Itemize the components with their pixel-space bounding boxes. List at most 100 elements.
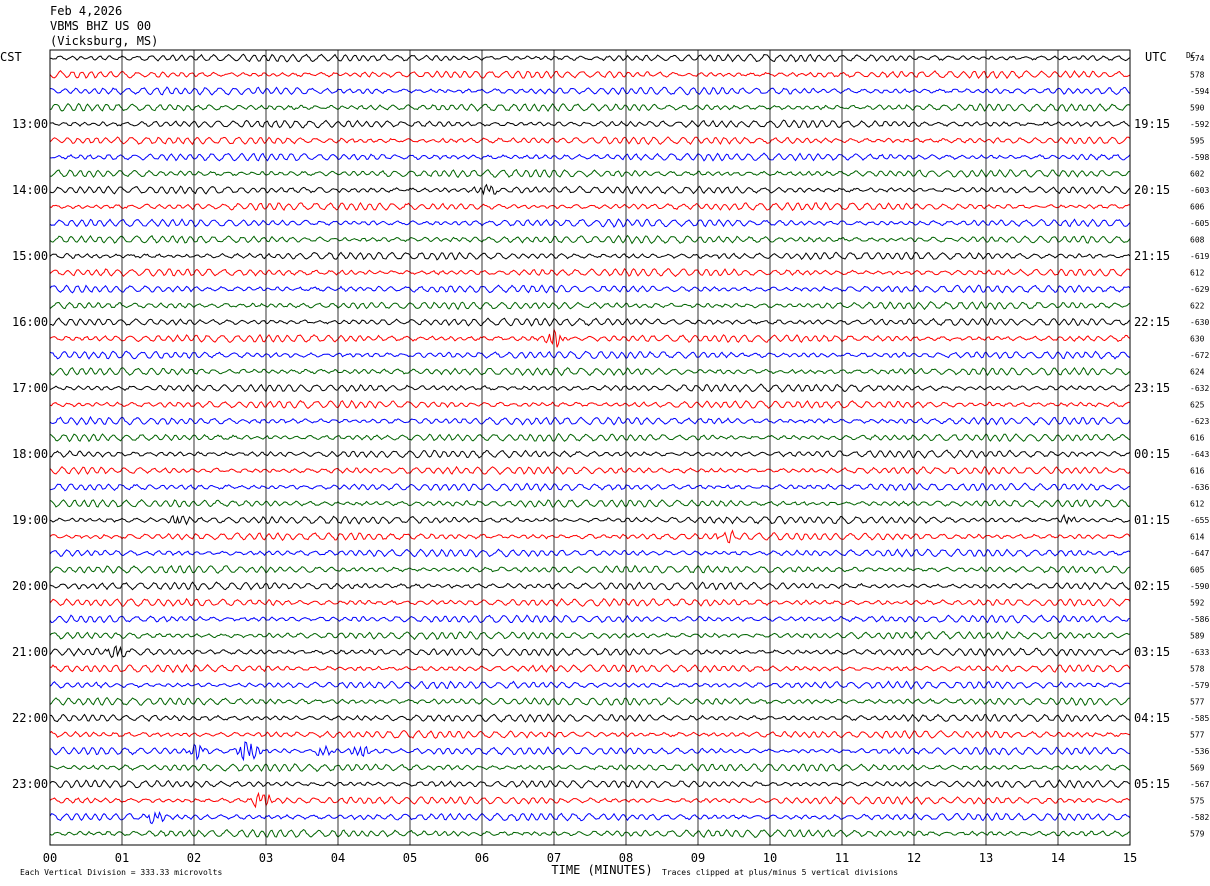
dc-value-label: 575 bbox=[1190, 797, 1205, 806]
header-location: (Vicksburg, MS) bbox=[50, 34, 159, 48]
dc-value-label: -623 bbox=[1190, 417, 1209, 426]
trace-row bbox=[50, 152, 1131, 162]
dc-value-label: 592 bbox=[1190, 599, 1205, 608]
trace-row bbox=[49, 449, 1131, 459]
trace-row bbox=[49, 301, 1131, 311]
cst-hour-label: 17:00 bbox=[12, 381, 48, 395]
trace-row bbox=[49, 680, 1131, 690]
dc-value-label: 614 bbox=[1190, 533, 1205, 542]
trace-row bbox=[49, 136, 1131, 146]
dc-value-label: 579 bbox=[1190, 830, 1205, 839]
dc-value-label: 569 bbox=[1190, 764, 1205, 773]
x-tick-label: 06 bbox=[475, 851, 489, 865]
x-tick-label: 14 bbox=[1051, 851, 1065, 865]
trace-row bbox=[49, 201, 1131, 212]
trace-row bbox=[49, 811, 1131, 825]
x-tick-label: 11 bbox=[835, 851, 849, 865]
trace-row bbox=[49, 696, 1131, 707]
dc-label: DC bbox=[1186, 51, 1196, 60]
trace-row bbox=[49, 327, 1131, 348]
trace-row bbox=[49, 284, 1131, 294]
trace-row bbox=[49, 597, 1131, 607]
trace-row bbox=[49, 513, 1131, 526]
dc-value-label: -647 bbox=[1190, 549, 1209, 558]
trace-row bbox=[50, 86, 1131, 96]
trace-row bbox=[49, 482, 1131, 492]
trace-row bbox=[49, 498, 1131, 508]
x-tick-label: 09 bbox=[691, 851, 705, 865]
x-tick-label: 13 bbox=[979, 851, 993, 865]
utc-hour-label: 02:15 bbox=[1134, 579, 1170, 593]
dc-value-label: -633 bbox=[1190, 648, 1209, 657]
x-tick-label: 04 bbox=[331, 851, 345, 865]
x-tick-label: 10 bbox=[763, 851, 777, 865]
utc-hour-label: 00:15 bbox=[1134, 447, 1170, 461]
dc-value-label: -567 bbox=[1190, 780, 1209, 789]
trace-row bbox=[49, 828, 1131, 838]
dc-value-label: 606 bbox=[1190, 203, 1205, 212]
dc-value-label: -582 bbox=[1190, 813, 1209, 822]
trace-row bbox=[49, 465, 1131, 476]
trace-row bbox=[49, 383, 1131, 393]
dc-value-label: -585 bbox=[1190, 714, 1209, 723]
utc-hour-label: 03:15 bbox=[1134, 645, 1170, 659]
dc-value-label: -598 bbox=[1190, 153, 1209, 162]
trace-row bbox=[49, 529, 1131, 544]
dc-value-label: 624 bbox=[1190, 368, 1205, 377]
dc-value-label: -632 bbox=[1190, 384, 1209, 393]
trace-row bbox=[49, 267, 1131, 278]
utc-hour-label: 22:15 bbox=[1134, 315, 1170, 329]
plot-frame bbox=[49, 49, 1131, 846]
dc-value-label: 578 bbox=[1190, 665, 1205, 674]
trace-row bbox=[49, 741, 1131, 762]
x-tick-label: 12 bbox=[907, 851, 921, 865]
x-tick-label: 05 bbox=[403, 851, 417, 865]
dc-value-label: -603 bbox=[1190, 186, 1209, 195]
dc-value-label: -636 bbox=[1190, 483, 1209, 492]
dc-value-label: 616 bbox=[1190, 434, 1205, 443]
utc-hour-label: 05:15 bbox=[1134, 777, 1170, 791]
trace-row bbox=[49, 779, 1131, 789]
trace-row bbox=[49, 399, 1131, 410]
trace-row bbox=[49, 102, 1131, 113]
header-station: VBMS BHZ US 00 bbox=[50, 19, 152, 33]
cst-hour-label: 22:00 bbox=[12, 711, 48, 725]
x-tick-label: 07 bbox=[547, 851, 561, 865]
trace-row bbox=[49, 630, 1131, 641]
trace-row bbox=[49, 415, 1131, 426]
x-tick-label: 08 bbox=[619, 851, 633, 865]
utc-hour-label: 19:15 bbox=[1134, 117, 1170, 131]
dc-value-label: -586 bbox=[1190, 615, 1209, 624]
x-axis-title: TIME (MINUTES) bbox=[551, 863, 652, 877]
x-tick-label: 15 bbox=[1123, 851, 1137, 865]
dc-value-label: 577 bbox=[1190, 731, 1205, 740]
trace-row bbox=[49, 564, 1131, 574]
trace-row bbox=[49, 350, 1131, 360]
trace-row bbox=[49, 645, 1130, 659]
cst-hour-label: 15:00 bbox=[12, 249, 48, 263]
x-tick-label: 03 bbox=[259, 851, 273, 865]
cst-hour-label: 16:00 bbox=[12, 315, 48, 329]
dc-value-label: -672 bbox=[1190, 351, 1209, 360]
trace-row bbox=[50, 317, 1131, 327]
cst-hour-label: 14:00 bbox=[12, 183, 48, 197]
dc-value-label: -605 bbox=[1190, 219, 1209, 228]
trace-row bbox=[49, 763, 1131, 773]
trace-row bbox=[49, 251, 1131, 261]
trace-row bbox=[49, 183, 1131, 196]
dc-value-label: -592 bbox=[1190, 120, 1209, 129]
dc-value-label: 612 bbox=[1190, 500, 1205, 509]
dc-value-label: -629 bbox=[1190, 285, 1209, 294]
x-tick-label: 01 bbox=[115, 851, 129, 865]
trace-row bbox=[49, 548, 1131, 558]
trace-row bbox=[49, 53, 1131, 63]
utc-hour-label: 04:15 bbox=[1134, 711, 1170, 725]
dc-value-label: 602 bbox=[1190, 170, 1205, 179]
dc-value-label: -643 bbox=[1190, 450, 1209, 459]
cst-hour-label: 23:00 bbox=[12, 777, 48, 791]
utc-axis-label: UTC bbox=[1145, 50, 1167, 64]
trace-row bbox=[49, 218, 1131, 228]
clip-note: Traces clipped at plus/minus 5 vertical … bbox=[662, 868, 898, 877]
cst-axis-label: CST bbox=[0, 50, 22, 64]
